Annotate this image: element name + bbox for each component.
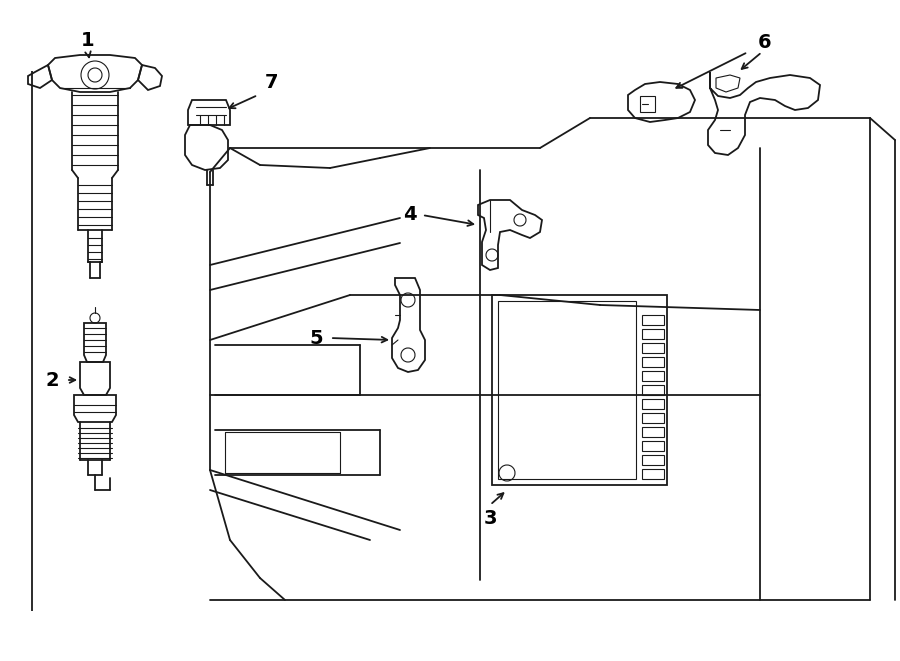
- Text: 3: 3: [483, 508, 497, 527]
- Text: 6: 6: [758, 32, 772, 52]
- Text: 1: 1: [81, 30, 94, 50]
- Text: 4: 4: [403, 206, 417, 225]
- Text: 2: 2: [45, 371, 58, 389]
- Text: 7: 7: [266, 73, 279, 91]
- Text: 5: 5: [310, 329, 323, 348]
